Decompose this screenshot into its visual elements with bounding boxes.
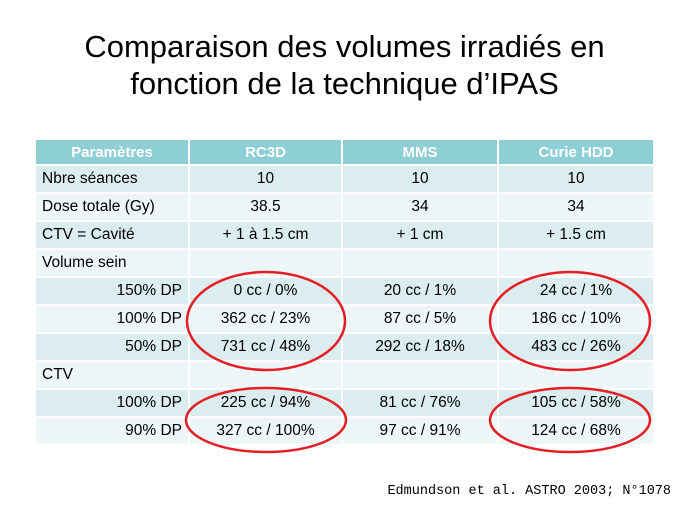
table-row: Dose totale (Gy) 38.5 34 34 <box>36 192 655 221</box>
cell-curie-hdd: 10 <box>498 164 655 193</box>
slide-title-line-1: Comparaison des volumes irradiés en <box>84 29 605 64</box>
header-mms: MMS <box>342 140 499 165</box>
table-row: Volume sein <box>36 248 655 277</box>
cell-rc3d: 10 <box>189 164 343 193</box>
table-row: 50% DP 731 cc / 48% 292 cc / 18% 483 cc … <box>36 332 655 361</box>
cell-mms: 97 cc / 91% <box>342 416 499 444</box>
row-label: CTV <box>36 360 190 389</box>
cell-mms <box>342 360 499 389</box>
row-label: Nbre séances <box>36 164 190 193</box>
row-label: CTV = Cavité <box>36 220 190 249</box>
row-label: 50% DP <box>36 332 190 361</box>
cell-mms: 87 cc / 5% <box>342 304 499 333</box>
table-row: 100% DP 362 cc / 23% 87 cc / 5% 186 cc /… <box>36 304 655 333</box>
table-row: 90% DP 327 cc / 100% 97 cc / 91% 124 cc … <box>36 416 655 444</box>
cell-curie-hdd: 34 <box>498 192 655 221</box>
cell-curie-hdd: 124 cc / 68% <box>498 416 655 444</box>
row-label: Dose totale (Gy) <box>36 192 190 221</box>
cell-rc3d <box>189 360 343 389</box>
cell-mms: 292 cc / 18% <box>342 332 499 361</box>
cell-rc3d: 731 cc / 48% <box>189 332 343 361</box>
cell-rc3d: 225 cc / 94% <box>189 388 343 417</box>
cell-rc3d <box>189 248 343 277</box>
cell-curie-hdd: 483 cc / 26% <box>498 332 655 361</box>
row-label: Volume sein <box>36 248 190 277</box>
table-header-row: Paramètres RC3D MMS Curie HDD <box>36 140 655 165</box>
cell-mms: 20 cc / 1% <box>342 276 499 305</box>
row-label: 150% DP <box>36 276 190 305</box>
comparison-table: Paramètres RC3D MMS Curie HDD Nbre séanc… <box>36 140 655 444</box>
slide-title-line-2: fonction de la technique d’IPAS <box>130 66 559 101</box>
row-label: 100% DP <box>36 304 190 333</box>
row-label: 90% DP <box>36 416 190 444</box>
citation: Edmundson et al. ASTRO 2003; N°1078 <box>387 484 671 499</box>
cell-rc3d: 362 cc / 23% <box>189 304 343 333</box>
row-label: 100% DP <box>36 388 190 417</box>
cell-mms: + 1 cm <box>342 220 499 249</box>
cell-mms: 10 <box>342 164 499 193</box>
cell-curie-hdd: + 1.5 cm <box>498 220 655 249</box>
slide-title: Comparaison des volumes irradiés en fonc… <box>0 28 689 102</box>
header-rc3d: RC3D <box>189 140 343 165</box>
cell-rc3d: 0 cc / 0% <box>189 276 343 305</box>
cell-rc3d: 327 cc / 100% <box>189 416 343 444</box>
cell-mms: 81 cc / 76% <box>342 388 499 417</box>
cell-curie-hdd: 24 cc / 1% <box>498 276 655 305</box>
cell-curie-hdd: 105 cc / 58% <box>498 388 655 417</box>
table-row: Nbre séances 10 10 10 <box>36 164 655 193</box>
cell-curie-hdd: 186 cc / 10% <box>498 304 655 333</box>
table-row: 100% DP 225 cc / 94% 81 cc / 76% 105 cc … <box>36 388 655 417</box>
header-parametres: Paramètres <box>36 140 190 165</box>
cell-curie-hdd <box>498 360 655 389</box>
table-row: 150% DP 0 cc / 0% 20 cc / 1% 24 cc / 1% <box>36 276 655 305</box>
cell-curie-hdd <box>498 248 655 277</box>
cell-rc3d: + 1 à 1.5 cm <box>189 220 343 249</box>
header-curie-hdd: Curie HDD <box>498 140 655 165</box>
table-row: CTV <box>36 360 655 389</box>
table-row: CTV = Cavité + 1 à 1.5 cm + 1 cm + 1.5 c… <box>36 220 655 249</box>
cell-mms <box>342 248 499 277</box>
cell-mms: 34 <box>342 192 499 221</box>
cell-rc3d: 38.5 <box>189 192 343 221</box>
